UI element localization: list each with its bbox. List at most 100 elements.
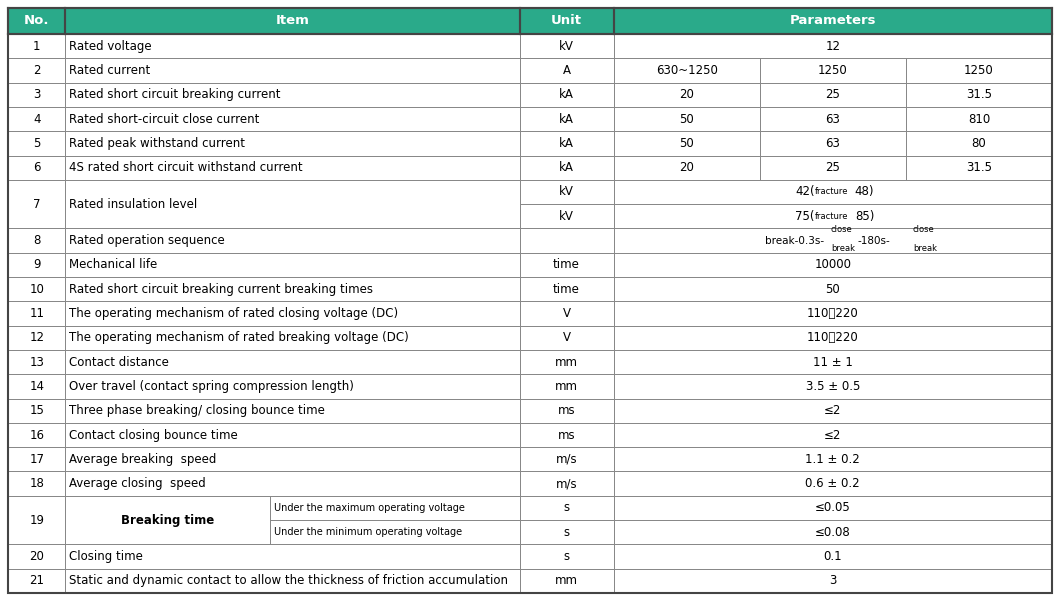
Bar (906, 58, 1052, 82)
Text: ≤0.08: ≤0.08 (815, 526, 850, 538)
Bar (519, 520, 614, 545)
Bar (8, 180, 66, 228)
Text: mm: mm (555, 575, 578, 587)
Bar (614, 545, 1052, 569)
Bar (66, 326, 519, 350)
Text: ≤0.05: ≤0.05 (815, 501, 850, 514)
Bar (66, 156, 519, 180)
Text: Rated current: Rated current (69, 64, 151, 77)
Bar (66, 82, 519, 107)
Text: Average breaking  speed: Average breaking speed (69, 453, 217, 466)
Bar (614, 156, 760, 180)
Bar (614, 423, 1052, 447)
Text: 48): 48) (854, 186, 874, 198)
Text: 0.1: 0.1 (824, 550, 842, 563)
Bar (8, 398, 66, 423)
Text: 50: 50 (826, 282, 841, 296)
Text: 810: 810 (968, 112, 990, 126)
Text: The operating mechanism of rated breaking voltage (DC): The operating mechanism of rated breakin… (69, 331, 409, 344)
Text: ms: ms (558, 404, 576, 417)
Text: 31.5: 31.5 (966, 88, 992, 101)
Text: Rated short circuit breaking current: Rated short circuit breaking current (69, 88, 281, 101)
Text: 4: 4 (33, 112, 40, 126)
Bar (66, 398, 519, 423)
Text: break: break (913, 244, 937, 253)
Text: Closing time: Closing time (69, 550, 143, 563)
Text: 20: 20 (30, 550, 45, 563)
Bar (519, 447, 614, 471)
Bar (614, 58, 760, 82)
Text: A: A (563, 64, 570, 77)
Bar (519, 374, 614, 398)
Bar (66, 301, 519, 326)
Text: Parameters: Parameters (790, 14, 876, 28)
Bar (66, 374, 519, 398)
Text: ≤2: ≤2 (824, 404, 842, 417)
Text: 16: 16 (30, 429, 45, 442)
Bar (66, 471, 519, 496)
Bar (8, 496, 66, 545)
Text: 63: 63 (826, 112, 841, 126)
Text: close: close (831, 225, 852, 234)
Bar (906, 82, 1052, 107)
Text: 10000: 10000 (814, 258, 851, 272)
Text: kV: kV (559, 40, 573, 53)
Text: Three phase breaking/ closing bounce time: Three phase breaking/ closing bounce tim… (69, 404, 325, 417)
Text: ≤2: ≤2 (824, 429, 842, 442)
Bar (760, 131, 906, 156)
Bar (8, 423, 66, 447)
Text: 3: 3 (829, 575, 836, 587)
Bar (906, 131, 1052, 156)
Bar (270, 496, 519, 520)
Bar (8, 253, 66, 277)
Bar (66, 545, 519, 569)
Text: Breaking time: Breaking time (121, 514, 214, 526)
Bar (614, 34, 1052, 58)
Bar (519, 569, 614, 593)
Bar (614, 82, 760, 107)
Text: V: V (563, 331, 570, 344)
Bar (8, 447, 66, 471)
Bar (8, 8, 1052, 34)
Text: 85): 85) (854, 210, 874, 223)
Bar (519, 301, 614, 326)
Text: Rated short circuit breaking current breaking times: Rated short circuit breaking current bre… (69, 282, 373, 296)
Bar (519, 277, 614, 301)
Text: Rated operation sequence: Rated operation sequence (69, 234, 225, 247)
Bar (614, 447, 1052, 471)
Text: mm: mm (555, 356, 578, 368)
Text: The operating mechanism of rated closing voltage (DC): The operating mechanism of rated closing… (69, 307, 399, 320)
Text: 4S rated short circuit withstand current: 4S rated short circuit withstand current (69, 161, 303, 174)
Text: V: V (563, 307, 570, 320)
Text: 110、220: 110、220 (807, 331, 859, 344)
Text: 3.5 ± 0.5: 3.5 ± 0.5 (806, 380, 860, 393)
Text: 75(: 75( (795, 210, 815, 223)
Bar (519, 545, 614, 569)
Bar (760, 156, 906, 180)
Text: Rated short-circuit close current: Rated short-circuit close current (69, 112, 260, 126)
Text: 630~1250: 630~1250 (656, 64, 718, 77)
Text: Item: Item (276, 14, 310, 28)
Text: Rated voltage: Rated voltage (69, 40, 152, 53)
Text: 3: 3 (33, 88, 40, 101)
Bar (614, 374, 1052, 398)
Bar (519, 156, 614, 180)
Bar (614, 471, 1052, 496)
Text: Rated insulation level: Rated insulation level (69, 198, 197, 210)
Text: 1: 1 (33, 40, 40, 53)
Bar (8, 58, 66, 82)
Text: kA: kA (559, 137, 573, 150)
Text: 11 ± 1: 11 ± 1 (813, 356, 852, 368)
Text: 18: 18 (30, 477, 45, 490)
Bar (614, 180, 1052, 204)
Text: 13: 13 (30, 356, 45, 368)
Bar (760, 82, 906, 107)
Bar (8, 471, 66, 496)
Text: Rated peak withstand current: Rated peak withstand current (69, 137, 246, 150)
Text: 14: 14 (30, 380, 45, 393)
Bar (519, 496, 614, 520)
Text: 80: 80 (972, 137, 986, 150)
Text: fracture: fracture (815, 188, 848, 197)
Bar (66, 228, 519, 253)
Bar (8, 301, 66, 326)
